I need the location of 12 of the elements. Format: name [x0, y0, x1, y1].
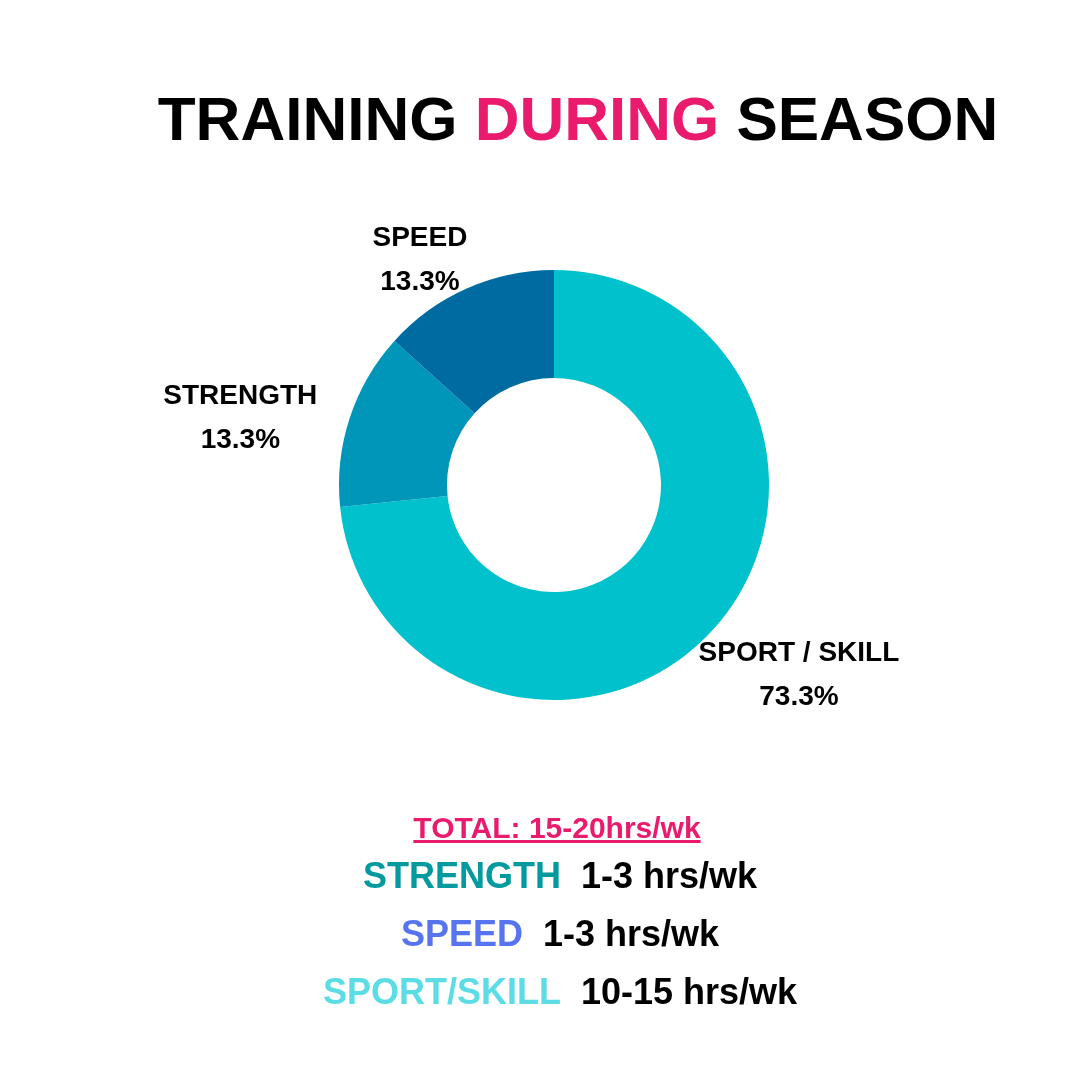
- text: SPEED 1-3 hrs/wk: [400, 913, 721, 954]
- text: STRENGTH 1-3 hrs/wk: [362, 855, 759, 896]
- slice-label: SPEED: [372, 220, 468, 252]
- data-label: 73.3%: [759, 679, 839, 711]
- slice-label: SPORT / SKILL: [698, 635, 900, 667]
- data-label: 13.3%: [200, 422, 281, 454]
- data-label: 13.3%: [380, 264, 460, 296]
- text: SPORT/SKILL 10-15 hrs/wk: [322, 971, 799, 1012]
- donut-slice: [339, 340, 475, 507]
- chart-title: TRAINING DURING SEASON: [157, 84, 999, 153]
- slice-label: STRENGTH: [163, 378, 318, 410]
- text: TOTAL: 15-20hrs/wk: [413, 811, 701, 844]
